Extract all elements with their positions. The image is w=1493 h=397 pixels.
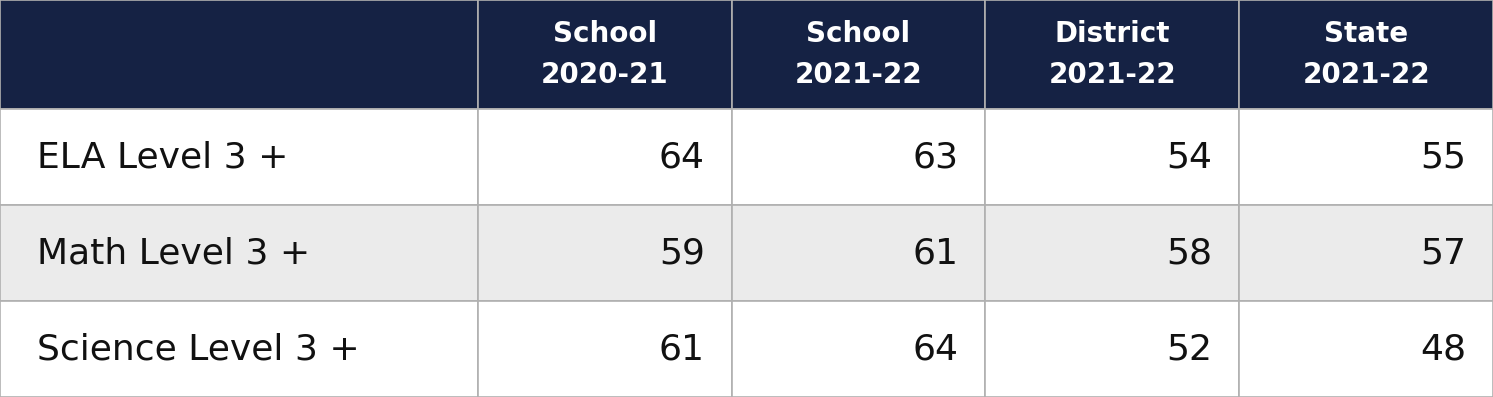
Bar bbox=[0, 0, 478, 109]
Bar bbox=[985, 0, 1239, 109]
Text: 58: 58 bbox=[1166, 236, 1212, 270]
Bar bbox=[985, 205, 1239, 301]
Text: 61: 61 bbox=[658, 332, 705, 366]
Text: 64: 64 bbox=[658, 140, 705, 174]
Bar bbox=[1239, 0, 1493, 109]
Bar bbox=[478, 205, 732, 301]
Bar bbox=[732, 0, 985, 109]
Bar bbox=[0, 301, 478, 397]
Bar bbox=[732, 301, 985, 397]
Text: District
2021-22: District 2021-22 bbox=[1048, 20, 1176, 89]
Bar bbox=[1239, 109, 1493, 205]
Text: Science Level 3 +: Science Level 3 + bbox=[37, 332, 360, 366]
Text: School
2020-21: School 2020-21 bbox=[540, 20, 669, 89]
Bar bbox=[985, 109, 1239, 205]
Bar bbox=[0, 109, 478, 205]
Text: 48: 48 bbox=[1420, 332, 1466, 366]
Text: State
2021-22: State 2021-22 bbox=[1302, 20, 1430, 89]
Text: 63: 63 bbox=[912, 140, 959, 174]
Text: 52: 52 bbox=[1166, 332, 1212, 366]
Text: 61: 61 bbox=[912, 236, 959, 270]
Text: 59: 59 bbox=[658, 236, 705, 270]
Bar bbox=[478, 109, 732, 205]
Text: 57: 57 bbox=[1420, 236, 1466, 270]
Bar bbox=[732, 205, 985, 301]
Text: School
2021-22: School 2021-22 bbox=[794, 20, 923, 89]
Bar bbox=[732, 109, 985, 205]
Bar bbox=[478, 0, 732, 109]
Bar bbox=[0, 205, 478, 301]
Bar bbox=[478, 301, 732, 397]
Text: 55: 55 bbox=[1420, 140, 1466, 174]
Bar bbox=[1239, 205, 1493, 301]
Text: 54: 54 bbox=[1166, 140, 1212, 174]
Bar bbox=[1239, 301, 1493, 397]
Text: 64: 64 bbox=[912, 332, 959, 366]
Text: ELA Level 3 +: ELA Level 3 + bbox=[37, 140, 288, 174]
Bar bbox=[985, 301, 1239, 397]
Text: Math Level 3 +: Math Level 3 + bbox=[37, 236, 311, 270]
